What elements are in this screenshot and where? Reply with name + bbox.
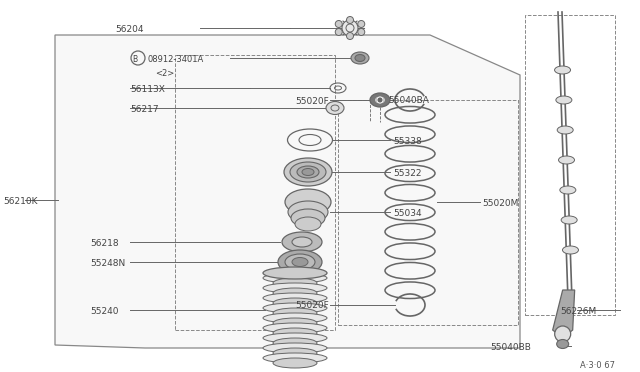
Text: 55240: 55240: [90, 307, 118, 315]
Ellipse shape: [263, 273, 327, 283]
Ellipse shape: [376, 97, 385, 103]
Ellipse shape: [263, 343, 327, 353]
Text: 55322: 55322: [393, 169, 422, 177]
Ellipse shape: [263, 293, 327, 303]
Ellipse shape: [273, 298, 317, 308]
Ellipse shape: [273, 278, 317, 288]
Ellipse shape: [263, 323, 327, 333]
Ellipse shape: [263, 267, 327, 279]
Circle shape: [346, 32, 353, 39]
Text: 55248N: 55248N: [90, 259, 125, 267]
Ellipse shape: [295, 217, 321, 231]
Ellipse shape: [263, 313, 327, 323]
Polygon shape: [553, 290, 575, 338]
Circle shape: [377, 97, 383, 103]
Ellipse shape: [290, 162, 326, 182]
Ellipse shape: [302, 169, 314, 176]
Ellipse shape: [297, 166, 319, 178]
Text: <2>: <2>: [155, 68, 174, 77]
Text: 55338: 55338: [393, 137, 422, 145]
Ellipse shape: [370, 93, 390, 107]
Text: 56113X: 56113X: [130, 84, 165, 93]
Text: 55040BB: 55040BB: [490, 343, 531, 352]
Ellipse shape: [273, 338, 317, 348]
Ellipse shape: [292, 237, 312, 247]
Ellipse shape: [263, 333, 327, 343]
Text: 55034: 55034: [393, 208, 422, 218]
Bar: [338, 100, 518, 325]
Text: 55040BA: 55040BA: [388, 96, 429, 105]
Ellipse shape: [282, 232, 322, 252]
Text: 55020F: 55020F: [295, 301, 329, 311]
Ellipse shape: [351, 52, 369, 64]
Ellipse shape: [556, 96, 572, 104]
Bar: [525, 15, 615, 315]
Circle shape: [358, 29, 365, 35]
Ellipse shape: [273, 288, 317, 298]
Ellipse shape: [557, 340, 569, 349]
Text: 55020M: 55020M: [482, 199, 518, 208]
Ellipse shape: [559, 156, 575, 164]
Text: 55020F: 55020F: [295, 96, 329, 106]
Circle shape: [358, 20, 365, 28]
Ellipse shape: [292, 257, 308, 266]
Ellipse shape: [554, 66, 570, 74]
Ellipse shape: [326, 102, 344, 115]
Polygon shape: [55, 35, 520, 348]
Bar: [175, 55, 335, 330]
Text: 56217: 56217: [130, 105, 159, 113]
Text: B: B: [132, 55, 138, 64]
Ellipse shape: [561, 216, 577, 224]
Text: 56226M: 56226M: [560, 307, 596, 315]
Text: 56218: 56218: [90, 238, 118, 247]
Text: 56204: 56204: [115, 25, 143, 33]
Ellipse shape: [278, 250, 322, 274]
Ellipse shape: [273, 308, 317, 318]
Circle shape: [555, 326, 571, 342]
Ellipse shape: [284, 158, 332, 186]
Text: 08912-3401A: 08912-3401A: [148, 55, 204, 64]
Circle shape: [346, 16, 353, 23]
Ellipse shape: [273, 318, 317, 328]
Ellipse shape: [263, 303, 327, 313]
Ellipse shape: [285, 189, 331, 215]
Ellipse shape: [273, 328, 317, 338]
Text: A·3·0 67: A·3·0 67: [580, 360, 615, 369]
Text: 56210K: 56210K: [3, 196, 38, 205]
Ellipse shape: [291, 209, 325, 227]
Circle shape: [342, 20, 358, 36]
Ellipse shape: [288, 201, 328, 223]
Ellipse shape: [273, 358, 317, 368]
Ellipse shape: [563, 246, 579, 254]
Circle shape: [335, 20, 342, 28]
Ellipse shape: [263, 283, 327, 293]
Ellipse shape: [557, 126, 573, 134]
Ellipse shape: [355, 55, 365, 61]
Circle shape: [335, 29, 342, 35]
Ellipse shape: [273, 348, 317, 358]
Ellipse shape: [285, 254, 315, 270]
Ellipse shape: [560, 186, 576, 194]
Ellipse shape: [263, 353, 327, 363]
